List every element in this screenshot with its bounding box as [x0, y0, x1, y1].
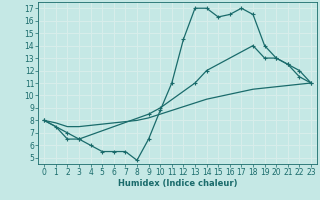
X-axis label: Humidex (Indice chaleur): Humidex (Indice chaleur)	[118, 179, 237, 188]
